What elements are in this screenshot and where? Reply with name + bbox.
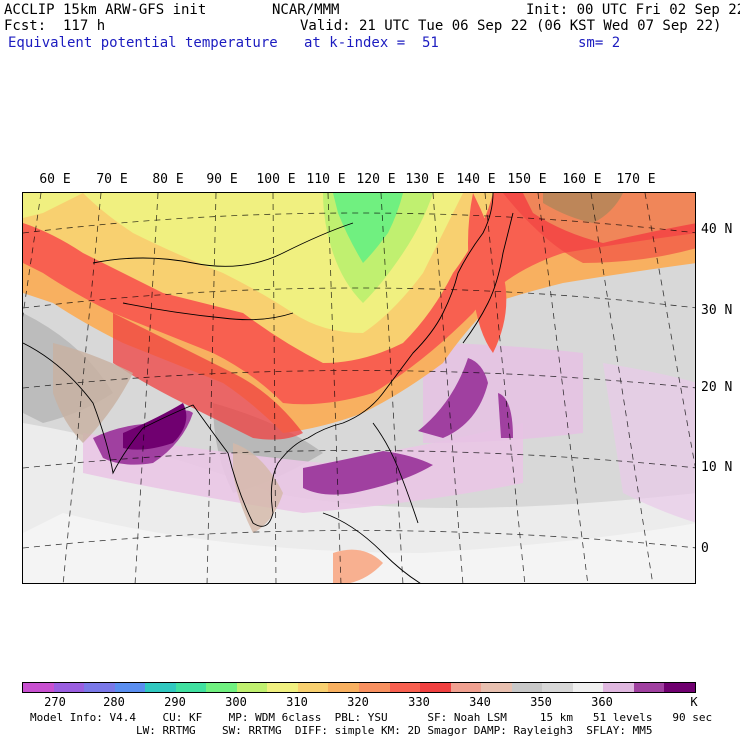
colorbar-tick: 360 [591, 695, 613, 709]
colorbar-swatch [542, 683, 573, 692]
colorbar-swatch [267, 683, 298, 692]
colorbar-tick: 300 [225, 695, 247, 709]
lon-label: 170 E [616, 172, 656, 187]
colorbar-swatch [633, 683, 665, 692]
lon-label: 150 E [507, 172, 547, 187]
lat-label: 10 N [701, 460, 733, 475]
colorbar-swatch [389, 683, 421, 692]
colorbar-swatch [420, 683, 451, 692]
colorbar-tick: 310 [286, 695, 308, 709]
colorbar-tick: 330 [408, 695, 430, 709]
colorbar-tick: 280 [103, 695, 125, 709]
lat-label: 40 N [701, 222, 733, 237]
colorbar-tick: 350 [530, 695, 552, 709]
colorbar-tick: 340 [469, 695, 491, 709]
lon-label: 120 E [356, 172, 396, 187]
colorbar-swatch [175, 683, 207, 692]
colorbar-swatch [328, 683, 360, 692]
lat-label: 30 N [701, 303, 733, 318]
colorbar-swatch [572, 683, 604, 692]
level-index: at k-index = 51 [304, 35, 439, 51]
colorbar-swatch [664, 683, 696, 692]
map-panel [22, 192, 696, 584]
lat-label: 20 N [701, 380, 733, 395]
valid-time: Valid: 21 UTC Tue 06 Sep 22 (06 KST Wed … [300, 18, 722, 34]
colorbar-swatch [84, 683, 115, 692]
lon-label: 100 E [256, 172, 296, 187]
lon-label: 90 E [206, 172, 238, 187]
colorbar-swatch [206, 683, 237, 692]
colorbar-unit: K [690, 695, 698, 709]
smoothing-value: sm= 2 [578, 35, 621, 51]
colorbar-swatch [236, 683, 268, 692]
init-time: Init: 00 UTC Fri 02 Sep 22 [526, 2, 740, 18]
model-title: ACCLIP 15km ARW-GFS init [4, 2, 207, 18]
model-info-line1: Model Info: V4.4 CU: KF MP: WDM 6class P… [30, 711, 713, 724]
colorbar-tick: 270 [44, 695, 66, 709]
colorbar-swatch [359, 683, 390, 692]
theta-e-field [23, 193, 695, 583]
colorbar-swatch [53, 683, 85, 692]
lon-label: 160 E [562, 172, 602, 187]
colorbar-tick: 290 [164, 695, 186, 709]
lat-label: 0 [701, 541, 709, 556]
lon-label: 70 E [96, 172, 128, 187]
colorbar-swatch [511, 683, 543, 692]
lon-label: 110 E [306, 172, 346, 187]
field-name: Equivalent potential temperature [8, 35, 278, 51]
lon-label: 60 E [39, 172, 71, 187]
colorbar-swatch [145, 683, 176, 692]
colorbar-swatch [114, 683, 146, 692]
colorbar-swatch [481, 683, 512, 692]
colorbar-swatch [603, 683, 634, 692]
colorbar-swatch [297, 683, 329, 692]
forecast-hour: Fcst: 117 h [4, 18, 106, 34]
colorbar-swatch [23, 683, 54, 692]
model-info-line2: LW: RRTMG SW: RRTMG DIFF: simple KM: 2D … [30, 724, 653, 737]
colorbar-swatch [450, 683, 482, 692]
lon-label: 140 E [456, 172, 496, 187]
lon-label: 80 E [152, 172, 184, 187]
colorbar-tick: 320 [347, 695, 369, 709]
colorbar [22, 682, 696, 693]
institution-label: NCAR/MMM [272, 2, 340, 18]
lon-label: 130 E [405, 172, 445, 187]
